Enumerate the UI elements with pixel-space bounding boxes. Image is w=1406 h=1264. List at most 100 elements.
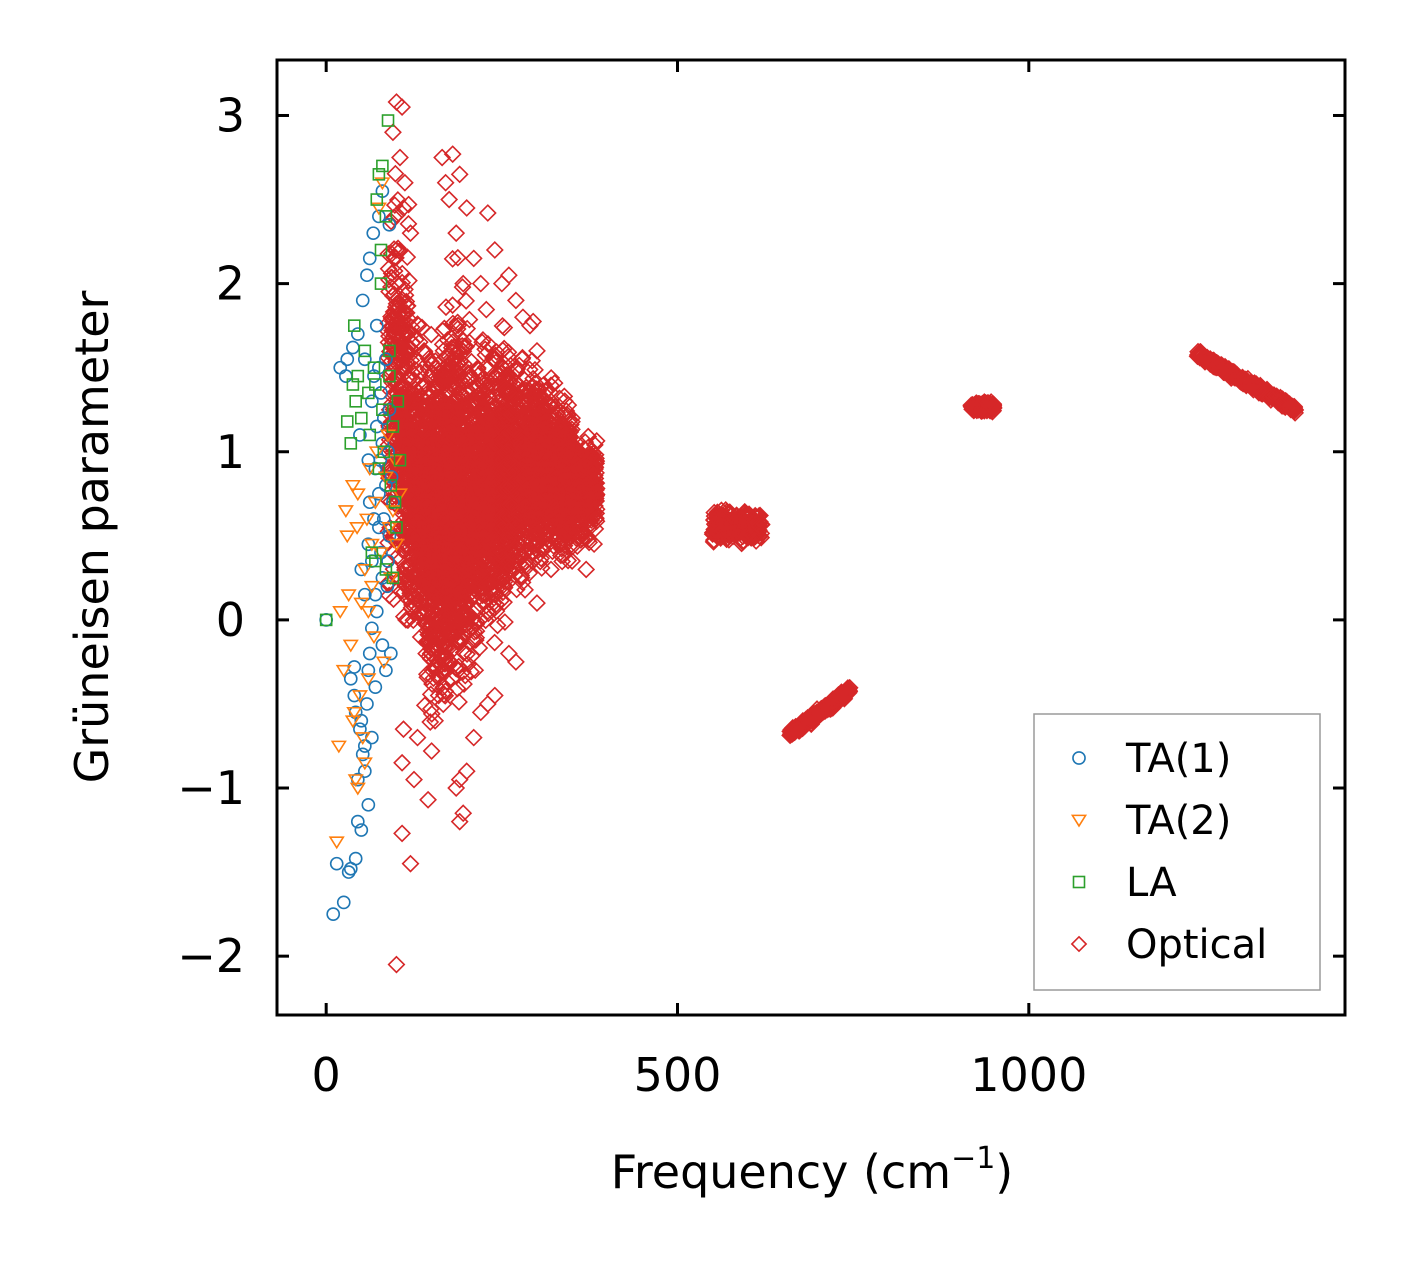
- optical-point: [478, 602, 497, 621]
- optical-point: [451, 633, 470, 652]
- optical-point: [524, 369, 543, 388]
- optical-point: [470, 639, 489, 657]
- optical-point: [513, 348, 532, 367]
- optical-point: [477, 447, 496, 466]
- optical-point: [444, 525, 463, 544]
- optical-point: [393, 264, 412, 283]
- optical-point: [477, 596, 496, 615]
- optical-point: [505, 421, 524, 440]
- data-points: [319, 93, 1305, 974]
- optical-point: [447, 532, 466, 551]
- optical-point: [507, 526, 526, 545]
- optical-point: [507, 362, 526, 381]
- optical-point: [437, 298, 455, 317]
- optical-point: [479, 531, 498, 550]
- optical-point: [502, 557, 521, 576]
- optical-point: [421, 583, 440, 601]
- optical-point: [506, 512, 525, 531]
- optical-point: [443, 249, 462, 268]
- optical-point: [452, 579, 471, 598]
- optical-point: [422, 535, 441, 554]
- optical-point: [509, 503, 528, 522]
- optical-point: [502, 484, 521, 503]
- optical-point: [445, 337, 464, 356]
- optical-point: [514, 457, 533, 476]
- optical-point: [382, 395, 400, 414]
- optical-point: [421, 713, 440, 731]
- optical-point: [465, 442, 484, 461]
- optical-point: [531, 552, 550, 571]
- optical-point: [468, 600, 487, 619]
- optical-point: [443, 375, 462, 394]
- optical-point: [403, 403, 422, 422]
- optical-point: [499, 463, 518, 482]
- optical-point: [474, 331, 492, 349]
- optical-point: [448, 497, 466, 515]
- optical-point: [468, 448, 487, 467]
- optical-point: [550, 533, 569, 552]
- optical-point: [499, 365, 518, 384]
- optical-point: [442, 669, 461, 688]
- optical-point: [466, 661, 485, 680]
- optical-point: [415, 397, 434, 415]
- optical-point: [465, 505, 484, 524]
- optical-point: [478, 575, 496, 594]
- optical-point: [485, 633, 504, 652]
- optical-point: [535, 413, 554, 432]
- optical-point: [497, 436, 516, 455]
- optical-point: [495, 379, 514, 398]
- optical-point: [499, 443, 517, 461]
- optical-point: [462, 662, 481, 681]
- optical-point: [530, 433, 548, 452]
- optical-point: [457, 291, 476, 310]
- optical-point: [512, 435, 531, 454]
- optical-point: [402, 492, 421, 511]
- optical-point: [501, 377, 520, 396]
- optical-point: [495, 578, 514, 597]
- optical-point: [470, 523, 489, 541]
- optical-point: [563, 537, 581, 556]
- optical-point: [448, 248, 467, 267]
- optical-point: [513, 466, 532, 485]
- optical-point: [406, 330, 425, 349]
- optical-point: [443, 510, 461, 528]
- optical-point: [543, 517, 562, 535]
- optical-point: [499, 383, 518, 401]
- optical-point: [547, 425, 566, 444]
- optical-point: [478, 512, 497, 531]
- optical-point: [382, 492, 401, 511]
- optical-point: [476, 611, 495, 630]
- optical-point: [440, 652, 459, 671]
- optical-point: [401, 502, 420, 521]
- optical-point: [445, 613, 464, 632]
- optical-point: [496, 424, 515, 443]
- optical-point: [416, 491, 435, 510]
- optical-point: [499, 481, 517, 500]
- optical-point: [452, 598, 471, 617]
- optical-point: [471, 424, 490, 443]
- optical-point: [541, 512, 559, 531]
- optical-point: [424, 636, 443, 654]
- optical-point: [388, 191, 407, 209]
- optical-point: [394, 359, 413, 378]
- optical-point: [477, 521, 496, 540]
- optical-point: [502, 543, 521, 562]
- optical-point: [497, 408, 516, 427]
- optical-point: [423, 363, 442, 382]
- optical-point: [455, 401, 474, 420]
- optical-point: [528, 524, 547, 543]
- optical-point: [387, 317, 406, 336]
- optical-point: [528, 546, 547, 565]
- optical-point: [401, 339, 420, 358]
- optical-point: [400, 555, 419, 574]
- optical-point: [396, 419, 415, 438]
- optical-point: [450, 379, 468, 398]
- optical-point: [467, 622, 486, 641]
- optical-point: [532, 458, 551, 477]
- optical-point: [420, 441, 439, 460]
- optical-point: [502, 477, 521, 495]
- optical-point: [379, 522, 398, 541]
- optical-point: [555, 536, 574, 555]
- optical-point: [443, 333, 462, 351]
